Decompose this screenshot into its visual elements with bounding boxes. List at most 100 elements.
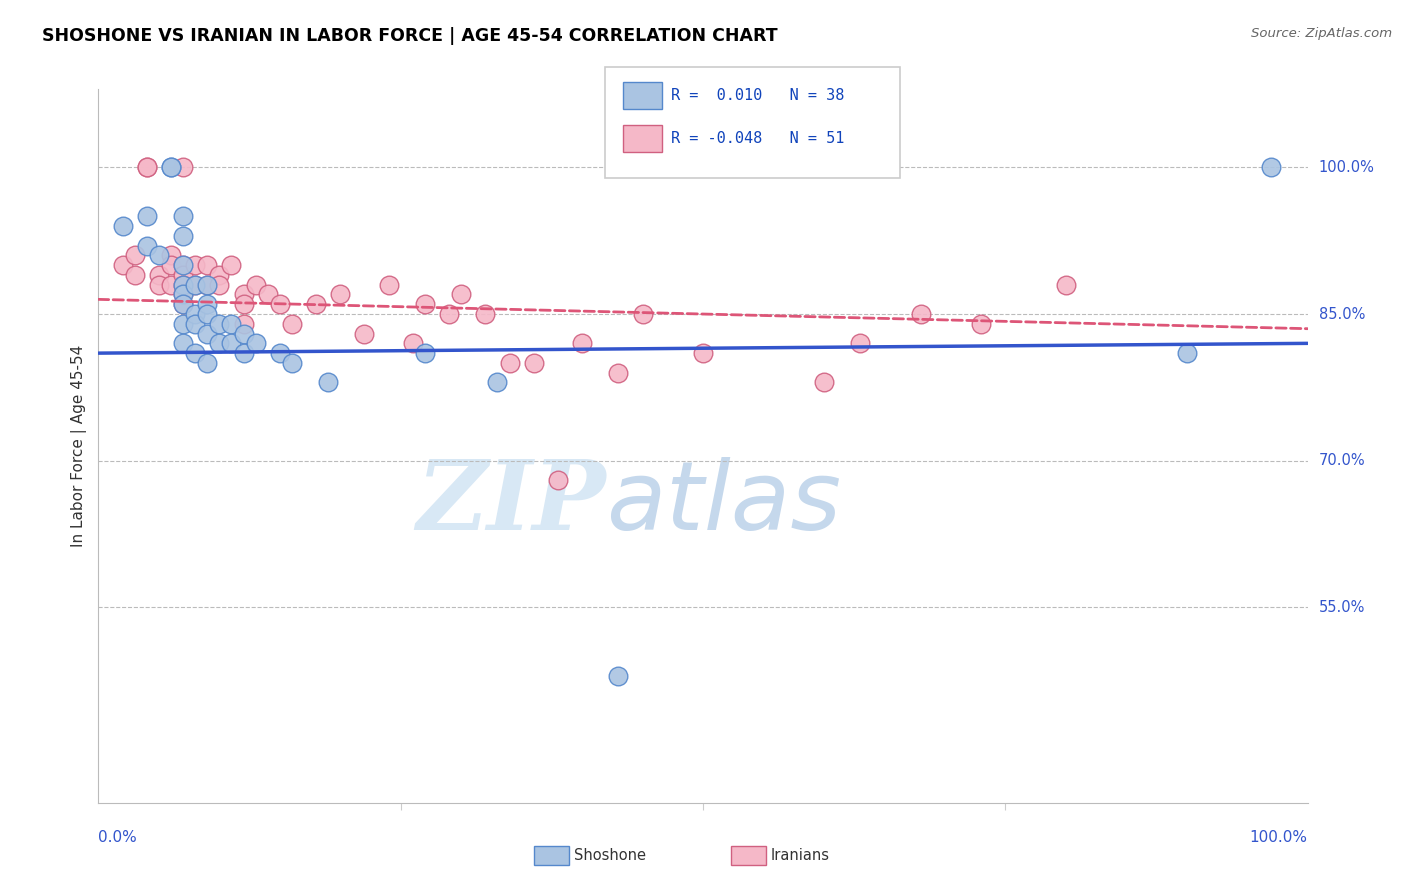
Point	[232, 346, 254, 360]
Point	[329, 287, 352, 301]
Point	[172, 161, 194, 175]
Point	[148, 268, 170, 282]
Point	[111, 219, 134, 233]
Point	[111, 258, 134, 272]
Point	[172, 297, 194, 311]
Point	[221, 336, 243, 351]
Text: 100.0%: 100.0%	[1250, 830, 1308, 845]
Point	[547, 473, 569, 487]
Point	[160, 258, 183, 272]
Text: 0.0%: 0.0%	[98, 830, 138, 845]
Point	[208, 317, 231, 331]
Point	[910, 307, 932, 321]
Point	[172, 287, 194, 301]
Point	[135, 161, 157, 175]
Point	[172, 258, 194, 272]
Point	[195, 277, 218, 292]
Point	[498, 356, 520, 370]
Point	[413, 346, 436, 360]
Point	[184, 317, 207, 331]
Point	[523, 356, 546, 370]
Text: ZIP: ZIP	[416, 456, 606, 550]
Point	[849, 336, 872, 351]
Point	[232, 317, 254, 331]
Point	[970, 317, 993, 331]
Point	[269, 297, 291, 311]
Y-axis label: In Labor Force | Age 45-54: In Labor Force | Age 45-54	[72, 345, 87, 547]
Point	[232, 287, 254, 301]
Point	[256, 287, 278, 301]
Point	[269, 346, 291, 360]
Point	[160, 161, 183, 175]
Point	[437, 307, 460, 321]
Text: SHOSHONE VS IRANIAN IN LABOR FORCE | AGE 45-54 CORRELATION CHART: SHOSHONE VS IRANIAN IN LABOR FORCE | AGE…	[42, 27, 778, 45]
Point	[413, 297, 436, 311]
Point	[450, 287, 472, 301]
Point	[232, 297, 254, 311]
Point	[148, 248, 170, 262]
Point	[402, 336, 425, 351]
Point	[208, 277, 231, 292]
Text: 55.0%: 55.0%	[1319, 599, 1365, 615]
Point	[172, 336, 194, 351]
Point	[607, 669, 630, 683]
Point	[221, 258, 243, 272]
Text: atlas: atlas	[606, 457, 841, 549]
Point	[1175, 346, 1198, 360]
Text: Shoshone: Shoshone	[574, 848, 645, 863]
Point	[607, 366, 630, 380]
Point	[486, 376, 509, 390]
Point	[172, 317, 194, 331]
Point	[1260, 161, 1282, 175]
Point	[221, 317, 243, 331]
Point	[172, 277, 194, 292]
Text: 70.0%: 70.0%	[1319, 453, 1365, 468]
Text: R =  0.010   N = 38: R = 0.010 N = 38	[671, 88, 844, 103]
Point	[172, 228, 194, 243]
Point	[148, 277, 170, 292]
Point	[195, 326, 218, 341]
Point	[245, 277, 267, 292]
Point	[172, 258, 194, 272]
Text: Source: ZipAtlas.com: Source: ZipAtlas.com	[1251, 27, 1392, 40]
Point	[195, 297, 218, 311]
Point	[813, 376, 835, 390]
Point	[172, 268, 194, 282]
Point	[172, 287, 194, 301]
Point	[245, 336, 267, 351]
Point	[124, 248, 146, 262]
Point	[692, 346, 714, 360]
Point	[172, 277, 194, 292]
Point	[160, 277, 183, 292]
Point	[184, 307, 207, 321]
Point	[195, 307, 218, 321]
Point	[184, 258, 207, 272]
Point	[281, 356, 304, 370]
Point	[316, 376, 339, 390]
Point	[208, 268, 231, 282]
Point	[124, 268, 146, 282]
Point	[172, 209, 194, 223]
Point	[281, 317, 304, 331]
Point	[353, 326, 375, 341]
Point	[474, 307, 496, 321]
Text: Iranians: Iranians	[770, 848, 830, 863]
Point	[195, 258, 218, 272]
Point	[184, 277, 207, 292]
Point	[135, 238, 157, 252]
Text: R = -0.048   N = 51: R = -0.048 N = 51	[671, 131, 844, 145]
Point	[172, 297, 194, 311]
Point	[160, 248, 183, 262]
Point	[195, 277, 218, 292]
Point	[1054, 277, 1077, 292]
Point	[184, 277, 207, 292]
Point	[208, 336, 231, 351]
Text: 85.0%: 85.0%	[1319, 307, 1365, 321]
Text: 100.0%: 100.0%	[1319, 160, 1375, 175]
Point	[305, 297, 328, 311]
Point	[184, 346, 207, 360]
Point	[377, 277, 399, 292]
Point	[232, 326, 254, 341]
Point	[631, 307, 654, 321]
Point	[195, 356, 218, 370]
